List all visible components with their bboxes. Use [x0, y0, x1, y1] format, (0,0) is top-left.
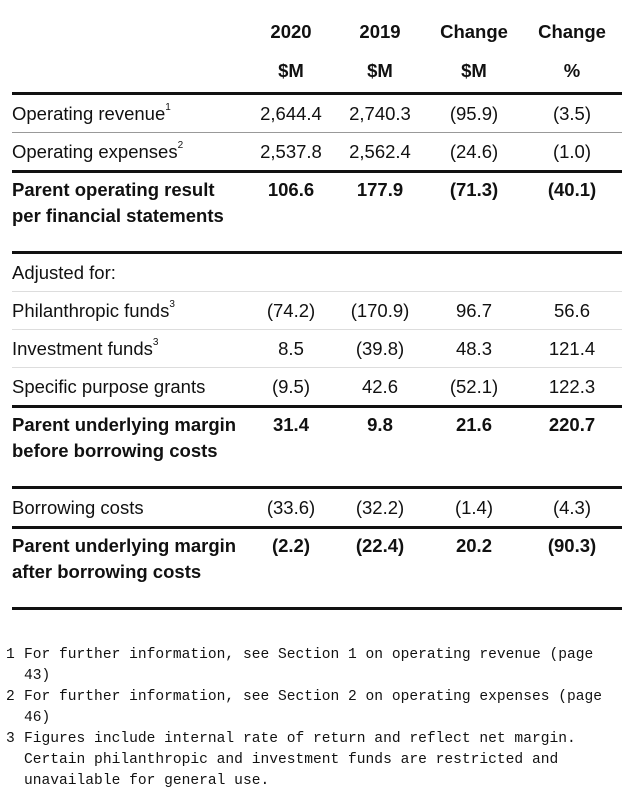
cell: (24.6)	[426, 132, 522, 173]
cell: (95.9)	[426, 93, 522, 133]
header-unit: %	[522, 50, 622, 95]
footnote-ref: 3	[152, 336, 159, 348]
financial-table-container: 2020 2019 Change Change $M $M $M % Opera…	[12, 0, 622, 610]
table-row-parent-operating-result: Parent operating result per financial st…	[12, 171, 622, 254]
cell: 2,537.8	[248, 132, 334, 173]
label-text: Investment funds	[12, 337, 153, 359]
table-row-operating-revenue: Operating revenue1 2,644.4 2,740.3 (95.9)(…	[12, 93, 622, 133]
footnote-text: For further information, see Section 2 o…	[24, 689, 603, 726]
footnote: 2 For further information, see Section 2 …	[6, 687, 626, 729]
footnote-number: 2	[6, 689, 15, 705]
row-label: Operating revenue1	[12, 93, 248, 133]
cell: 121.4	[522, 329, 622, 368]
footnote-text: For further information, see Section 1 o…	[24, 647, 594, 684]
header-2019: 2019	[359, 21, 401, 42]
footnote-ref: 3	[169, 298, 175, 310]
financial-table: 2020 2019 Change Change $M $M $M % Opera…	[12, 0, 622, 610]
header-2020: 2020	[270, 21, 312, 42]
table-row-borrowing-costs: Borrowing costs (33.6) (32.2) (1.4) (4.3)	[12, 487, 622, 529]
cell: (39.8)	[334, 329, 426, 368]
cell: (4.3)	[522, 487, 622, 529]
table-row-underlying-margin-before: Parent underlying margin before borrowin…	[12, 406, 622, 489]
label-text: Operating expenses	[12, 140, 178, 162]
cell: 2,562.4	[334, 132, 426, 173]
cell: (3.5)	[522, 93, 622, 133]
cell: 106.6	[248, 171, 334, 254]
cell: (170.9)	[334, 291, 426, 330]
cell: (9.5)	[248, 367, 334, 408]
header-unit: $M	[248, 50, 334, 95]
cell: (22.4)	[334, 527, 426, 610]
row-label: Parent underlying margin after borrowing…	[12, 527, 248, 610]
cell: 31.4	[248, 406, 334, 489]
cell: (2.2)	[248, 527, 334, 610]
row-label: Philanthropic funds3	[12, 291, 248, 330]
header-blank	[12, 0, 248, 50]
cell: 56.6	[522, 291, 622, 330]
cell: 177.9	[334, 171, 426, 254]
cell: 21.6	[426, 406, 522, 489]
cell: 122.3	[522, 367, 622, 408]
footnotes: 1 For further information, see Section 1 …	[6, 645, 626, 792]
cell: (32.2)	[334, 487, 426, 529]
row-label: Parent underlying margin before borrowin…	[12, 406, 248, 489]
label-text: Philanthropic funds	[12, 299, 170, 321]
row-label: Specific purpose grants	[12, 367, 248, 408]
cell: 48.3	[426, 329, 522, 368]
header-unit: $M	[426, 50, 522, 95]
cell: (33.6)	[248, 487, 334, 529]
header-row-1: 2020 2019 Change Change	[12, 0, 622, 50]
row-label: Operating expenses2	[12, 132, 248, 173]
cell: 220.7	[522, 406, 622, 489]
header-row-2: $M $M $M %	[12, 50, 622, 95]
cell: 2,644.4	[248, 93, 334, 133]
row-label: Investment funds3	[12, 329, 248, 368]
footnote-ref: 2	[177, 139, 184, 151]
cell: 20.2	[426, 527, 522, 610]
cell: 96.7	[426, 291, 522, 330]
footnote: 1 For further information, see Section 1 …	[6, 645, 626, 687]
row-label: Parent operating result per financial st…	[12, 171, 248, 254]
cell: 9.8	[334, 406, 426, 489]
cell: (1.4)	[426, 487, 522, 529]
row-label: Borrowing costs	[12, 487, 248, 529]
label-text: Operating revenue	[12, 102, 166, 124]
table-row-adjusted-for: Adjusted for:	[12, 252, 622, 292]
table-row-operating-expenses: Operating expenses2 2,537.8 2,562.4 (24.6)…	[12, 132, 622, 173]
footnote-number: 3	[6, 731, 15, 747]
cell: 8.5	[248, 329, 334, 368]
table-row-investment-funds: Investment funds3 8.5 (39.8) 48.3 121.4	[12, 329, 622, 368]
cell: (1.0)	[522, 132, 622, 173]
header-change-pct: Change	[538, 21, 606, 42]
cell: (52.1)	[426, 367, 522, 408]
footnote: 3 Figures include internal rate of return…	[6, 729, 626, 792]
table-row-specific-purpose-grants: Specific purpose grants (9.5) 42.6 (52.1) 1…	[12, 367, 622, 408]
footnote-ref: 1	[165, 101, 171, 113]
cell: (90.3)	[522, 527, 622, 610]
cell: 42.6	[334, 367, 426, 408]
cell: (74.2)	[248, 291, 334, 330]
footnote-text: Figures include internal rate of return …	[24, 731, 576, 789]
cell: (71.3)	[426, 171, 522, 254]
cell: (40.1)	[522, 171, 622, 254]
header-unit: $M	[334, 50, 426, 95]
footnote-number: 1	[6, 647, 15, 663]
row-label: Adjusted for:	[12, 252, 248, 292]
table-row-underlying-margin-after: Parent underlying margin after borrowing…	[12, 527, 622, 610]
header-change: Change	[440, 21, 508, 42]
cell: 2,740.3	[334, 93, 426, 133]
header-blank	[12, 50, 248, 95]
table-row-philanthropic-funds: Philanthropic funds3 (74.2) (170.9) 96.7 56…	[12, 291, 622, 330]
